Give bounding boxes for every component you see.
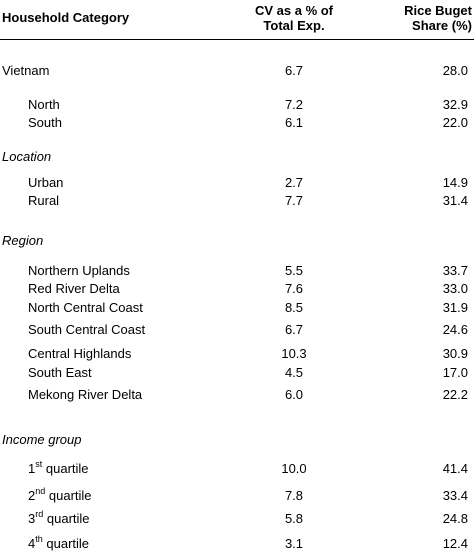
row-label: Urban	[28, 175, 64, 190]
row-label: 2nd quartile	[28, 485, 92, 503]
row-rice: 33.7	[442, 263, 468, 278]
row-cv: 7.8	[284, 488, 304, 503]
section-heading: Income group	[2, 432, 82, 447]
row-rice: 31.4	[442, 193, 468, 208]
row-rice: 12.4	[442, 536, 468, 551]
row-rice: 24.6	[442, 322, 468, 337]
quartile-number: 1	[28, 461, 36, 476]
row-cv: 6.1	[284, 115, 304, 130]
row-rice: 32.9	[442, 97, 468, 112]
quartile-word: quartile	[48, 488, 92, 503]
header-rule	[0, 39, 474, 40]
row-rice: 41.4	[442, 461, 468, 476]
row-cv: 8.5	[284, 300, 304, 315]
row-label: South East	[28, 365, 92, 380]
row-cv: 7.2	[284, 97, 304, 112]
row-rice: 33.0	[442, 281, 468, 296]
quartile-suffix: st	[35, 458, 43, 469]
row-label: 3rd quartile	[28, 508, 90, 526]
row-label: Red River Delta	[28, 281, 120, 296]
quartile-word: quartile	[46, 536, 90, 551]
row-cv: 6.7	[284, 63, 304, 78]
row-cv: 4.5	[284, 365, 304, 380]
header-rice-line1: Rice Buget	[404, 3, 472, 18]
header-cv-line1: CV as a % of	[254, 3, 334, 18]
row-rice: 14.9	[442, 175, 468, 190]
quartile-word: quartile	[45, 461, 89, 476]
row-label: 1st quartile	[28, 458, 89, 476]
row-rice: 31.9	[442, 300, 468, 315]
quartile-word: quartile	[46, 511, 90, 526]
row-rice: 24.8	[442, 511, 468, 526]
row-label: North	[28, 97, 60, 112]
row-cv: 2.7	[284, 175, 304, 190]
row-label: Rural	[28, 193, 60, 208]
row-cv: 7.7	[284, 193, 304, 208]
row-cv: 10.3	[281, 346, 307, 361]
row-label: Central Highlands	[28, 346, 132, 361]
section-heading: Region	[2, 233, 44, 248]
row-label: Mekong River Delta	[28, 387, 143, 402]
row-label: Northern Uplands	[28, 263, 130, 278]
row-cv: 3.1	[284, 536, 304, 551]
row-cv: 6.7	[284, 322, 304, 337]
quartile-number: 4	[28, 536, 36, 551]
quartile-suffix: th	[35, 533, 43, 544]
row-rice: 22.2	[442, 387, 468, 402]
header-cv-line2: Total Exp.	[263, 18, 325, 33]
row-rice: 22.0	[442, 115, 468, 130]
row-cv: 7.6	[284, 281, 304, 296]
row-rice: 28.0	[442, 63, 468, 78]
quartile-number: 2	[28, 488, 36, 503]
header-rice-line2: Share (%)	[412, 18, 472, 33]
row-rice: 30.9	[442, 346, 468, 361]
quartile-number: 3	[28, 511, 36, 526]
row-label: North Central Coast	[28, 300, 143, 315]
row-rice: 33.4	[442, 488, 468, 503]
row-label: Vietnam	[2, 63, 50, 78]
row-label: South Central Coast	[28, 322, 146, 337]
section-heading: Location	[2, 149, 52, 164]
row-label: South	[28, 115, 62, 130]
row-cv: 5.5	[284, 263, 304, 278]
quartile-suffix: rd	[35, 508, 44, 519]
row-label: 4th quartile	[28, 533, 90, 551]
row-cv: 10.0	[281, 461, 307, 476]
row-cv: 5.8	[284, 511, 304, 526]
row-cv: 6.0	[284, 387, 304, 402]
row-rice: 17.0	[442, 365, 468, 380]
header-category: Household Category	[2, 10, 130, 25]
quartile-suffix: nd	[35, 485, 46, 496]
